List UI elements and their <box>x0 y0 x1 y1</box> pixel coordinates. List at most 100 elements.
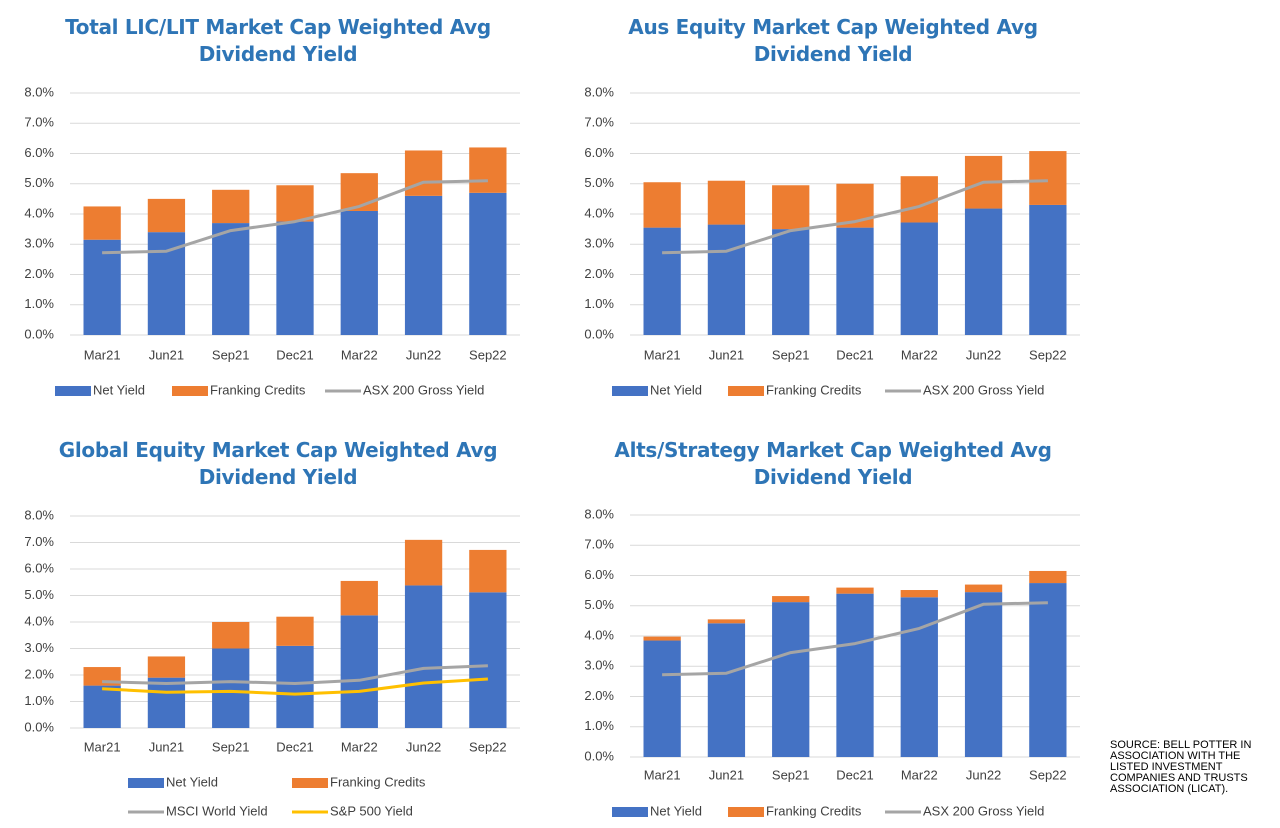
bar <box>707 180 746 225</box>
x-tick-label: Sep22 <box>469 739 507 754</box>
legend-swatch <box>128 778 164 788</box>
legend-label: MSCI World Yield <box>166 803 268 818</box>
bar <box>340 615 378 728</box>
x-tick-label: Sep21 <box>212 347 250 362</box>
y-tick-label: 0.0% <box>584 748 614 763</box>
bar <box>836 587 874 594</box>
bar <box>1029 583 1067 757</box>
x-tick-label: Sep21 <box>212 739 250 754</box>
x-tick-label: Jun22 <box>406 739 441 754</box>
y-tick-label: 5.0% <box>24 587 54 602</box>
bar <box>83 685 121 728</box>
y-tick-label: 6.0% <box>24 145 54 160</box>
bar <box>469 192 507 335</box>
bar <box>212 223 250 335</box>
chart-title: Alts/Strategy Market Cap Weighted Avg Di… <box>614 438 1052 489</box>
legend-swatch <box>728 807 764 817</box>
y-tick-label: 2.0% <box>24 666 54 681</box>
x-tick-label: Mar21 <box>644 767 681 782</box>
legend-swatch <box>612 386 648 396</box>
legend-label: Net Yield <box>650 803 702 818</box>
bar <box>964 208 1003 335</box>
y-tick-label: 6.0% <box>584 145 614 160</box>
y-tick-label: 8.0% <box>24 84 54 99</box>
bar <box>212 648 250 728</box>
bar <box>212 622 250 649</box>
legend-label: Franking Credits <box>330 774 426 789</box>
x-tick-label: Mar21 <box>84 739 121 754</box>
y-tick-label: 6.0% <box>584 567 614 582</box>
x-tick-label: Jun21 <box>149 739 184 754</box>
y-tick-label: 3.0% <box>584 658 614 673</box>
bar <box>276 616 314 646</box>
bar <box>276 185 314 222</box>
y-tick-label: 1.0% <box>24 296 54 311</box>
bar <box>836 227 874 335</box>
bar <box>707 619 746 624</box>
y-tick-label: 0.0% <box>24 326 54 341</box>
y-tick-label: 1.0% <box>24 693 54 708</box>
y-tick-label: 8.0% <box>24 507 54 522</box>
y-tick-label: 2.0% <box>584 688 614 703</box>
x-tick-label: Jun22 <box>966 767 1001 782</box>
bar <box>900 597 938 757</box>
bar <box>469 147 507 193</box>
legend-swatch <box>612 807 648 817</box>
y-tick-label: 7.0% <box>24 115 54 130</box>
x-tick-label: Sep22 <box>1029 347 1067 362</box>
bar <box>1029 151 1067 205</box>
bar <box>83 239 121 335</box>
x-tick-label: Mar21 <box>644 347 681 362</box>
y-tick-label: 4.0% <box>584 627 614 642</box>
y-tick-label: 2.0% <box>584 266 614 281</box>
x-tick-label: Dec21 <box>276 739 314 754</box>
line <box>662 179 1048 255</box>
x-tick-label: Dec21 <box>836 767 874 782</box>
x-tick-label: Jun22 <box>406 347 441 362</box>
x-tick-label: Mar21 <box>84 347 121 362</box>
x-tick-label: Dec21 <box>276 347 314 362</box>
bar <box>836 593 874 757</box>
bar <box>707 224 746 335</box>
bar <box>1029 570 1067 584</box>
bar <box>964 584 1003 593</box>
legend-label: ASX 200 Gross Yield <box>923 382 1044 397</box>
y-tick-label: 1.0% <box>584 296 614 311</box>
x-tick-label: Dec21 <box>836 347 874 362</box>
chart-title: Total LIC/LIT Market Cap Weighted Avg Di… <box>65 15 491 66</box>
bar <box>340 210 378 335</box>
bar <box>404 585 443 728</box>
legend-label: Net Yield <box>93 382 145 397</box>
x-tick-label: Mar22 <box>901 767 938 782</box>
bar <box>340 173 378 211</box>
bar <box>772 229 810 335</box>
legend-label: Franking Credits <box>210 382 306 397</box>
bar <box>900 176 938 223</box>
legend-label: S&P 500 Yield <box>330 803 413 818</box>
bar <box>147 656 186 678</box>
x-tick-label: Sep21 <box>772 347 810 362</box>
bar <box>900 222 938 335</box>
legend-label: Franking Credits <box>766 803 862 818</box>
y-tick-label: 8.0% <box>584 84 614 99</box>
bar <box>772 185 810 230</box>
legend-label: ASX 200 Gross Yield <box>923 803 1044 818</box>
x-tick-label: Sep21 <box>772 767 810 782</box>
y-tick-label: 7.0% <box>584 537 614 552</box>
line <box>102 664 488 685</box>
x-tick-label: Mar22 <box>341 347 378 362</box>
y-tick-label: 2.0% <box>24 266 54 281</box>
y-tick-label: 1.0% <box>584 718 614 733</box>
bar <box>147 198 186 233</box>
y-tick-label: 3.0% <box>584 236 614 251</box>
bar <box>404 195 443 335</box>
y-tick-label: 7.0% <box>24 534 54 549</box>
y-tick-label: 4.0% <box>24 205 54 220</box>
line <box>102 179 488 255</box>
y-tick-label: 0.0% <box>584 326 614 341</box>
y-tick-label: 5.0% <box>584 597 614 612</box>
legend-label: Franking Credits <box>766 382 862 397</box>
line <box>662 601 1048 677</box>
bar <box>276 645 314 728</box>
